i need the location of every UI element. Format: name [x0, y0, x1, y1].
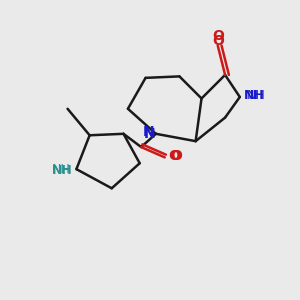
Text: N: N [143, 125, 154, 139]
Text: O: O [170, 149, 182, 163]
Text: NH: NH [244, 89, 264, 102]
Text: O: O [168, 149, 180, 163]
Text: NH: NH [247, 89, 266, 102]
Text: O: O [212, 34, 224, 48]
Text: N: N [144, 127, 155, 141]
Text: O: O [212, 29, 224, 43]
Text: NH: NH [52, 164, 73, 177]
Text: NH: NH [52, 163, 70, 176]
